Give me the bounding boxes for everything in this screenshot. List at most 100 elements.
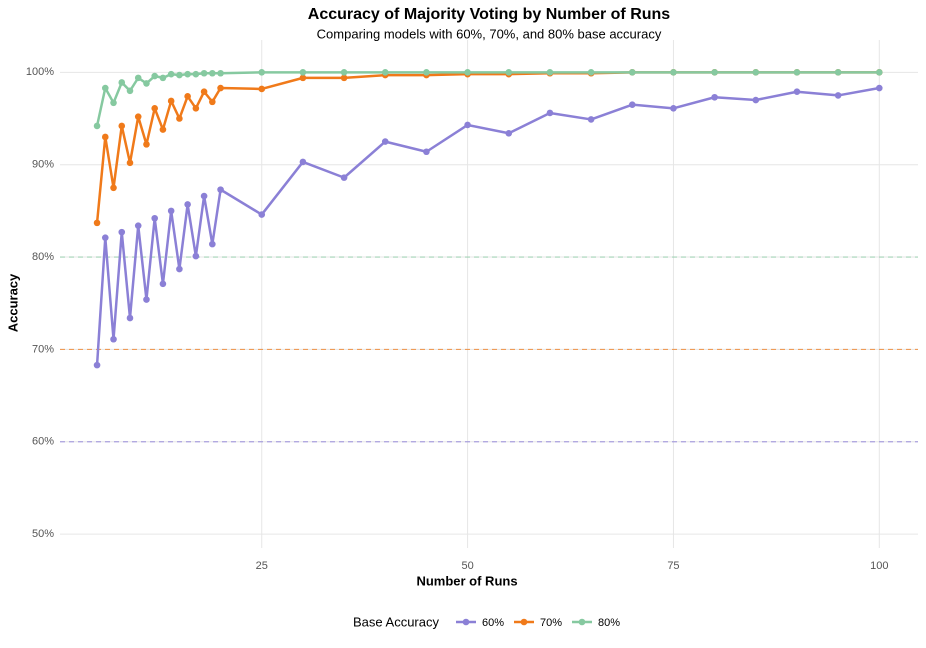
y-tick-label: 80% [32,251,54,263]
data-point [299,158,307,166]
y-tick-label: 70% [32,343,54,355]
data-point [209,98,216,106]
data-point [505,69,513,76]
chart-title: Accuracy of Majority Voting by Number of… [308,6,671,23]
data-point [126,314,134,322]
data-point [126,159,134,167]
data-point [101,234,109,241]
data-point [752,69,760,76]
data-point [875,69,883,76]
data-point [176,265,183,273]
data-point [209,69,216,77]
data-point [423,69,430,76]
data-point [200,88,208,96]
data-point [143,80,150,87]
data-point [628,69,636,76]
data-point [93,361,101,369]
data-point [184,93,191,100]
y-tick-label: 100% [26,66,54,78]
data-point [381,138,389,145]
data-point [299,74,307,82]
data-point [546,69,554,76]
data-point [793,88,801,96]
data-point [110,335,117,343]
y-axis-label: Accuracy [5,273,20,332]
data-point [184,201,191,208]
series-line [95,86,880,366]
data-point [118,228,126,236]
data-point [217,84,224,92]
y-tick-label: 90% [32,159,54,171]
data-point [176,115,183,122]
data-point [151,214,158,222]
legend-title: Base Accuracy [353,614,439,629]
data-point [711,93,718,101]
legend-label: 80% [598,617,620,629]
y-tick-label: 60% [32,436,54,448]
data-point [423,148,430,156]
legend-label: 70% [540,617,562,629]
data-point [875,84,883,92]
x-axis-label: Number of Runs [416,573,517,588]
data-point [217,69,224,77]
data-point [134,222,142,229]
data-point [464,69,471,76]
x-tick-label: 25 [256,560,268,572]
data-point [587,69,595,76]
data-point [159,74,167,82]
data-point [93,219,101,227]
data-point [670,105,677,112]
data-point [464,121,471,129]
data-point [505,129,513,137]
x-tick-label: 100 [870,560,888,572]
x-tick-label: 50 [461,560,473,572]
data-point [118,122,126,130]
data-point [143,296,150,303]
data-point [110,184,117,192]
data-point [628,101,636,108]
data-point [167,207,175,215]
data-point [200,69,208,77]
data-point [93,122,101,130]
data-point [176,71,183,79]
legend-swatch-dot [520,618,528,626]
data-point [159,126,167,133]
legend-swatch-dot [578,618,586,626]
data-point [134,113,142,120]
data-point [118,79,126,86]
data-point [381,69,389,76]
data-point [752,96,760,104]
data-point [151,72,158,80]
data-point [159,280,167,288]
x-tick-label: 75 [667,560,679,572]
data-point [110,99,117,107]
data-point [258,211,266,218]
data-point [143,141,150,148]
data-point [101,84,109,92]
data-point [340,174,348,181]
data-point [340,69,348,76]
data-point [200,192,208,200]
y-tick-label: 50% [32,528,54,540]
data-point [587,116,595,123]
legend-swatch-dot [462,618,470,626]
data-point [793,69,801,76]
data-point [258,85,266,93]
data-point [834,69,842,76]
data-point [209,240,216,248]
data-point [299,69,307,76]
data-point [546,109,554,117]
data-point [126,87,134,95]
data-point [192,105,200,112]
data-point [134,74,142,82]
series-line [95,71,880,223]
data-point [834,92,842,99]
data-point [167,97,175,105]
data-point [192,252,200,260]
data-point [217,186,224,193]
data-point [151,105,158,112]
data-point [167,70,175,78]
data-point [340,74,348,82]
chart-subtitle: Comparing models with 60%, 70%, and 80% … [317,26,662,41]
